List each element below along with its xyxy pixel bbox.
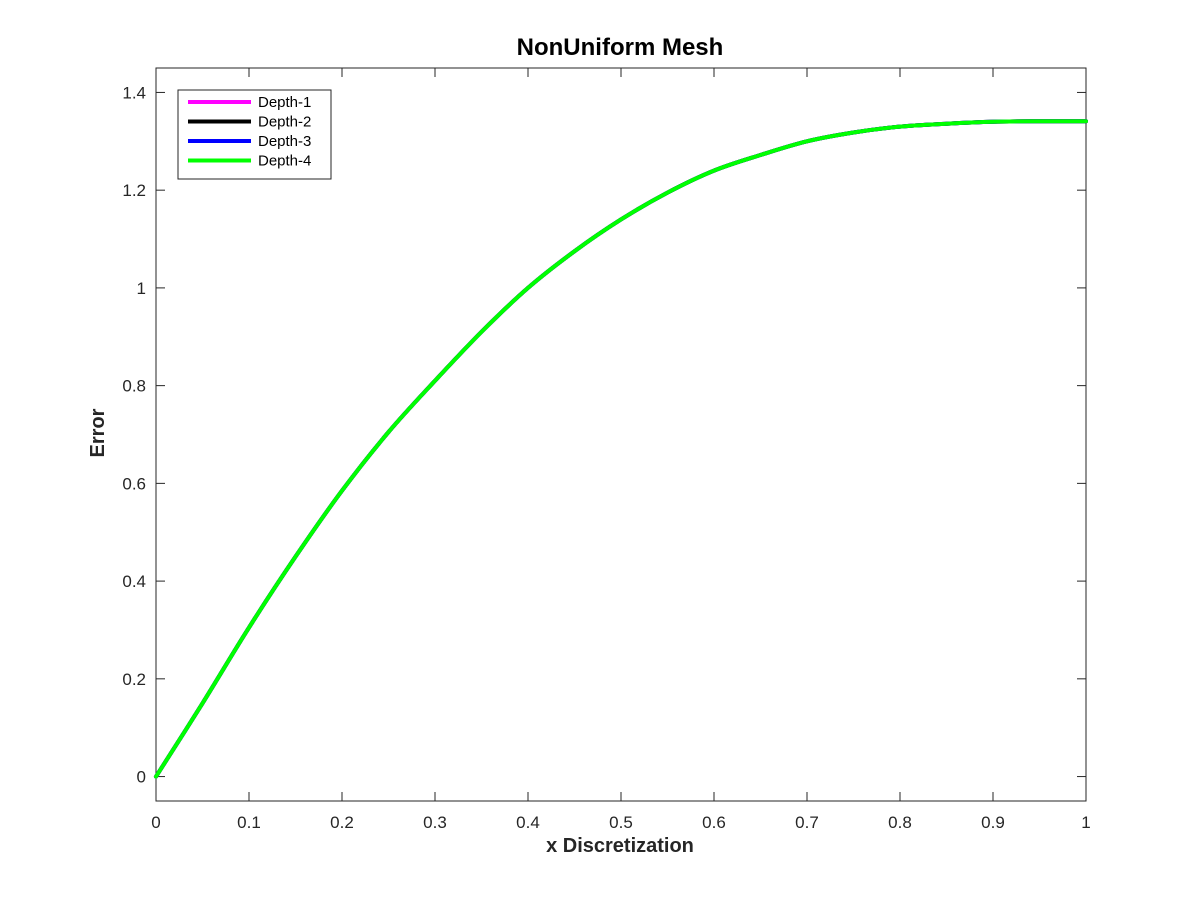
y-tick-label: 1 bbox=[137, 279, 146, 298]
y-tick-label: 1.4 bbox=[122, 83, 146, 102]
legend-box bbox=[177, 89, 332, 180]
legend-label-depth-1: Depth-1 bbox=[258, 94, 311, 111]
x-tick-label: 0.4 bbox=[516, 813, 540, 832]
y-tick-label: 0.2 bbox=[122, 670, 146, 689]
y-tick-label: 1.2 bbox=[122, 181, 146, 200]
legend: Depth-1 Depth-2 Depth-3 Depth-4 bbox=[177, 89, 332, 180]
x-tick-label: 0.8 bbox=[888, 813, 912, 832]
y-tick-label: 0 bbox=[137, 768, 146, 787]
x-tick-label: 0.6 bbox=[702, 813, 726, 832]
y-tick-label: 0.6 bbox=[122, 474, 146, 493]
plot-area: 0 0.1 0.2 0.3 0.4 0.5 0.6 0.7 0.8 0.9 1 0 0.2 0.4 0.6 0… bbox=[122, 67, 1091, 832]
legend-label-depth-4: Depth-4 bbox=[258, 153, 311, 170]
x-tick-label: 0.2 bbox=[330, 813, 354, 832]
x-tick-label: 0.3 bbox=[423, 813, 447, 832]
x-tick-label: 0.5 bbox=[609, 813, 633, 832]
y-tick-label: 0.8 bbox=[122, 377, 146, 396]
legend-label-depth-2: Depth-2 bbox=[258, 114, 311, 131]
y-axis-label: Error bbox=[87, 408, 109, 457]
x-axis-label: x Discretization bbox=[546, 835, 694, 857]
x-tick-label: 0 bbox=[151, 813, 160, 832]
x-tick-label: 0.1 bbox=[237, 813, 261, 832]
chart-title: NonUniform Mesh bbox=[517, 34, 724, 61]
x-tick-label: 0.7 bbox=[795, 813, 819, 832]
legend-label-depth-3: Depth-3 bbox=[258, 133, 311, 150]
x-tick-label: 1 bbox=[1081, 813, 1090, 832]
series-line-depth-4 bbox=[154, 119, 1088, 779]
y-tick-label: 0.4 bbox=[122, 572, 146, 591]
x-tick-label: 0.9 bbox=[981, 813, 1005, 832]
